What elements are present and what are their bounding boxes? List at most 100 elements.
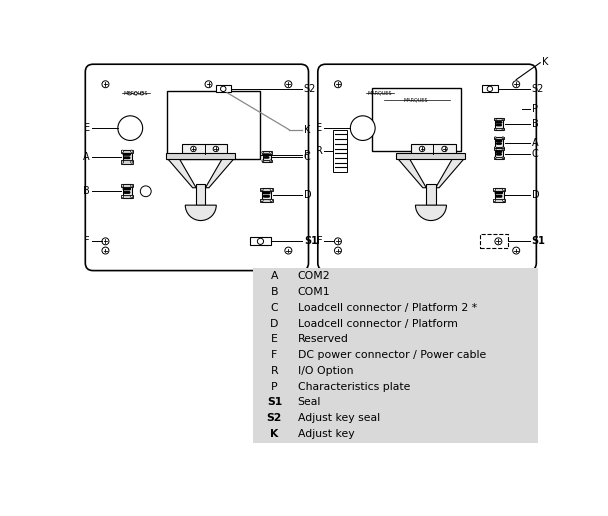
- Circle shape: [131, 185, 133, 187]
- Circle shape: [213, 146, 219, 152]
- Text: K: K: [542, 57, 548, 67]
- Circle shape: [498, 122, 499, 123]
- Circle shape: [494, 157, 496, 159]
- Text: S1: S1: [532, 236, 545, 246]
- Circle shape: [494, 137, 496, 139]
- Text: S1: S1: [267, 397, 282, 408]
- Circle shape: [499, 124, 500, 126]
- Text: DC power connector / Power cable: DC power connector / Power cable: [298, 350, 486, 360]
- Circle shape: [263, 192, 264, 194]
- Text: Characteristics plate: Characteristics plate: [298, 382, 410, 392]
- Circle shape: [269, 152, 271, 153]
- Text: P: P: [304, 150, 310, 160]
- Circle shape: [500, 151, 502, 152]
- Circle shape: [499, 151, 500, 152]
- Circle shape: [487, 86, 492, 91]
- Circle shape: [265, 196, 266, 197]
- Circle shape: [140, 186, 151, 197]
- Text: D: D: [532, 190, 539, 200]
- Text: B: B: [83, 186, 90, 196]
- Circle shape: [125, 157, 127, 158]
- Text: F: F: [317, 236, 322, 246]
- Circle shape: [498, 140, 499, 141]
- Circle shape: [493, 199, 496, 202]
- Bar: [262, 188, 271, 202]
- Bar: [250, 237, 271, 245]
- Bar: [261, 160, 272, 162]
- Circle shape: [131, 196, 133, 198]
- Circle shape: [513, 247, 520, 254]
- Circle shape: [122, 150, 123, 152]
- Polygon shape: [196, 184, 206, 205]
- Circle shape: [493, 188, 496, 191]
- Circle shape: [500, 196, 502, 197]
- Polygon shape: [398, 159, 426, 188]
- Bar: [121, 195, 133, 198]
- Circle shape: [500, 154, 502, 155]
- Polygon shape: [168, 159, 196, 188]
- Text: S1: S1: [304, 236, 318, 246]
- Text: A: A: [83, 152, 90, 162]
- Circle shape: [128, 154, 129, 155]
- Text: D: D: [304, 190, 311, 200]
- Circle shape: [266, 157, 268, 158]
- Circle shape: [502, 137, 504, 139]
- Circle shape: [496, 192, 497, 194]
- Circle shape: [499, 122, 500, 123]
- Circle shape: [102, 238, 109, 245]
- Polygon shape: [435, 159, 464, 188]
- Circle shape: [502, 118, 504, 120]
- Bar: [121, 160, 133, 164]
- Circle shape: [128, 92, 131, 95]
- Bar: [396, 153, 466, 159]
- Text: MARQUES: MARQUES: [368, 91, 392, 96]
- Circle shape: [118, 116, 143, 140]
- Circle shape: [131, 161, 133, 163]
- Circle shape: [125, 154, 126, 155]
- Circle shape: [266, 192, 267, 194]
- Text: C: C: [271, 303, 278, 313]
- Text: S2: S2: [532, 84, 544, 94]
- Circle shape: [205, 81, 212, 88]
- Text: D: D: [270, 318, 278, 329]
- Circle shape: [497, 151, 498, 152]
- Circle shape: [498, 124, 499, 126]
- Circle shape: [131, 150, 133, 152]
- Text: E: E: [316, 123, 322, 133]
- Circle shape: [496, 122, 497, 123]
- Text: R: R: [316, 146, 322, 156]
- Bar: [253, 268, 538, 443]
- Bar: [494, 147, 504, 149]
- Circle shape: [442, 146, 447, 152]
- Circle shape: [497, 122, 498, 123]
- Circle shape: [500, 124, 502, 126]
- Bar: [494, 188, 504, 202]
- Circle shape: [128, 191, 130, 193]
- Circle shape: [127, 191, 128, 193]
- Circle shape: [350, 116, 375, 140]
- Text: COM2: COM2: [298, 271, 330, 281]
- Circle shape: [122, 196, 123, 198]
- Circle shape: [128, 157, 130, 158]
- Bar: [122, 150, 132, 164]
- Circle shape: [499, 140, 500, 141]
- Circle shape: [420, 146, 425, 152]
- Circle shape: [497, 192, 498, 194]
- Text: E: E: [271, 334, 278, 344]
- Text: Seal: Seal: [298, 397, 321, 408]
- Text: A: A: [271, 271, 278, 281]
- Bar: [261, 151, 272, 154]
- Circle shape: [501, 192, 502, 194]
- Text: Reserved: Reserved: [298, 334, 348, 344]
- Bar: [333, 130, 347, 172]
- Text: Loadcell connector / Platform: Loadcell connector / Platform: [298, 318, 458, 329]
- Bar: [260, 199, 273, 202]
- Circle shape: [123, 188, 125, 190]
- Circle shape: [263, 196, 265, 197]
- Circle shape: [498, 192, 500, 194]
- Circle shape: [494, 147, 496, 149]
- Bar: [494, 118, 504, 120]
- FancyBboxPatch shape: [85, 64, 308, 270]
- Polygon shape: [426, 184, 435, 205]
- Circle shape: [127, 157, 128, 158]
